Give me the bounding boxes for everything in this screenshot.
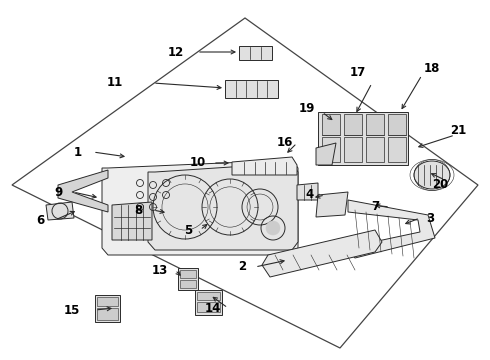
Polygon shape [297, 183, 318, 200]
Polygon shape [148, 163, 298, 250]
Polygon shape [12, 18, 478, 348]
Text: 14: 14 [205, 302, 221, 315]
Text: 8: 8 [134, 203, 142, 216]
Polygon shape [58, 170, 108, 212]
Polygon shape [388, 114, 406, 135]
Text: 21: 21 [450, 123, 466, 136]
Polygon shape [112, 202, 152, 240]
Polygon shape [97, 308, 118, 320]
Polygon shape [239, 46, 272, 60]
Polygon shape [388, 137, 406, 162]
Polygon shape [366, 137, 384, 162]
Text: 12: 12 [168, 45, 184, 58]
Polygon shape [178, 268, 198, 290]
Text: 2: 2 [238, 261, 246, 274]
Polygon shape [366, 114, 384, 135]
Polygon shape [102, 160, 298, 255]
Polygon shape [180, 280, 196, 288]
Polygon shape [46, 202, 74, 220]
Text: 15: 15 [64, 303, 80, 316]
Polygon shape [225, 80, 278, 98]
Text: 4: 4 [306, 189, 314, 202]
Polygon shape [316, 143, 336, 165]
Polygon shape [197, 292, 220, 300]
Text: 17: 17 [350, 66, 366, 78]
Polygon shape [95, 295, 120, 322]
Text: 10: 10 [190, 157, 206, 170]
Text: 16: 16 [277, 136, 293, 149]
Text: 13: 13 [152, 264, 168, 276]
Polygon shape [232, 157, 297, 175]
Text: 3: 3 [426, 211, 434, 225]
Polygon shape [322, 114, 340, 135]
Polygon shape [197, 302, 220, 312]
Text: 7: 7 [371, 201, 379, 213]
Circle shape [266, 221, 280, 235]
Polygon shape [195, 290, 222, 315]
Polygon shape [316, 192, 348, 217]
Text: 1: 1 [74, 145, 82, 158]
Polygon shape [180, 270, 196, 278]
Text: 19: 19 [299, 102, 315, 114]
Text: 18: 18 [424, 62, 440, 75]
Polygon shape [344, 114, 362, 135]
Text: 20: 20 [432, 179, 448, 192]
Text: 6: 6 [36, 213, 44, 226]
Ellipse shape [414, 161, 450, 189]
Polygon shape [344, 137, 362, 162]
Polygon shape [345, 200, 435, 258]
Text: 9: 9 [54, 185, 62, 198]
Polygon shape [97, 297, 118, 306]
Polygon shape [322, 137, 340, 162]
Text: 5: 5 [184, 224, 192, 237]
Polygon shape [318, 112, 408, 165]
Polygon shape [262, 230, 382, 277]
Text: 11: 11 [107, 77, 123, 90]
